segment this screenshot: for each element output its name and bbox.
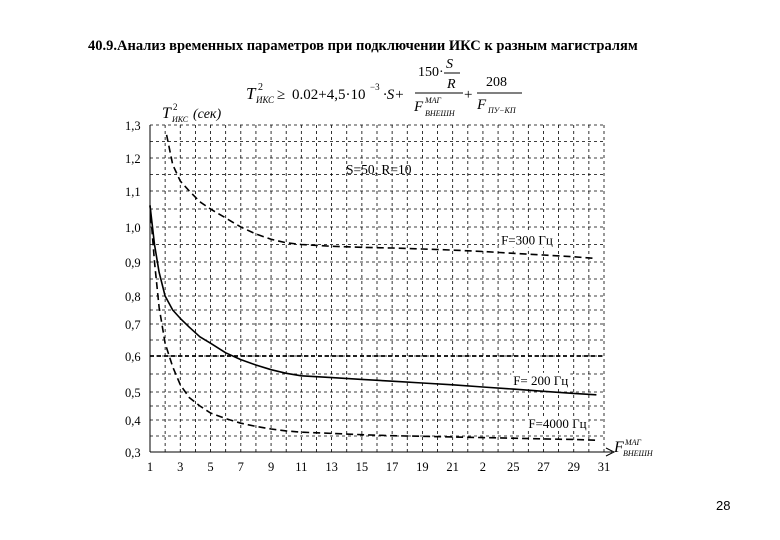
formula-frac2-den-main: F (476, 97, 487, 113)
x-tick-label: 31 (598, 460, 611, 474)
y-tick-label: 0,5 (125, 386, 141, 400)
y-tick-label: 0,7 (125, 318, 141, 332)
formula-frac1-den-sup: МАГ (424, 96, 442, 105)
axes (149, 125, 616, 457)
x-tick-label: 1 (147, 460, 153, 474)
formula-lhs-main: T (246, 84, 257, 103)
x-tick-label: 13 (325, 460, 338, 474)
x-tick-label: 7 (238, 460, 244, 474)
series-label-1: F= 200 Гц (513, 373, 568, 388)
y-tick-label: 1,0 (125, 221, 141, 235)
series-line-2 (149, 205, 597, 441)
y-tick-label: 0,6 (125, 350, 141, 364)
param-note: S=50, R=10 (346, 162, 412, 177)
series-label-2: F=4000 Гц (528, 416, 586, 431)
x-axis-label-sub: ВНЕШН (623, 449, 654, 458)
series-line-1 (149, 205, 597, 396)
y-axis-label-unit: (сек) (193, 107, 221, 122)
series-line-0 (165, 134, 597, 260)
y-tick-label: 1,2 (125, 152, 141, 166)
series-lines (149, 134, 597, 441)
x-tick-label: 17 (386, 460, 399, 474)
grid (149, 124, 605, 453)
formula-term1-exp: −3 (370, 82, 380, 92)
formula-term1-tail: ·S+ (383, 87, 404, 103)
formula-term1: 0.02+4,5·10 (292, 87, 365, 103)
x-tick-label: 25 (507, 460, 520, 474)
x-axis-label-sup: МАГ (624, 438, 642, 447)
y-axis-label-main: T (162, 105, 172, 122)
x-axis-label: F МАГ ВНЕШН (613, 438, 654, 458)
series-label-bg (499, 232, 555, 248)
formula-frac1-num-coef: 150· (418, 65, 444, 80)
x-tick-label: 19 (416, 460, 429, 474)
formula-lhs-sup: 2 (258, 82, 263, 93)
slide-heading: 40.9.Анализ временных параметров при под… (88, 38, 638, 54)
y-axis-label-sub: ИКС (171, 115, 189, 124)
series-label-bg (511, 372, 571, 388)
y-tick-label: 0,9 (125, 256, 141, 270)
formula-frac1-den-sub: ВНЕШН (425, 109, 456, 118)
formula-frac1-den-main: F (413, 99, 424, 115)
x-tick-label: 3 (177, 460, 183, 474)
y-tick-label: 1,3 (125, 119, 141, 133)
y-tick-label: 1,1 (125, 185, 141, 199)
x-tick-label: 29 (567, 460, 580, 474)
formula-frac1-num-s: S (446, 57, 453, 72)
formula-geq: ≥ (277, 87, 285, 103)
formula-lhs-sub: ИКС (255, 95, 275, 105)
x-tick-labels: 1 3 5 7 9 11 13 15 17 19 21 2 25 27 29 31 (147, 460, 610, 474)
x-tick-label: 11 (295, 460, 307, 474)
formula-frac2-den-sub: ПУ−КП (487, 106, 517, 115)
x-tick-label: 5 (207, 460, 213, 474)
formula-frac1-num-r: R (446, 77, 456, 92)
y-axis-label-sup: 2 (173, 102, 178, 112)
page-number: 28 (716, 498, 731, 513)
series-labels: F=300 Гц F= 200 Гц F=4000 Гц (499, 232, 589, 431)
series-label-0: F=300 Гц (501, 233, 553, 248)
series-label-bg (526, 416, 589, 431)
formula: T 2 ИКС ≥ 0.02+4,5·10 −3 ·S+ 150· S R F … (246, 57, 522, 118)
y-tick-label: 0,3 (125, 446, 141, 460)
x-axis-arrow (605, 447, 616, 457)
x-axis-label-main: F (613, 439, 624, 456)
formula-plus: + (464, 87, 472, 103)
x-tick-label: 21 (446, 460, 459, 474)
y-axis-label: T 2 ИКС (сек) (162, 102, 221, 124)
y-tick-label: 0,4 (125, 414, 141, 428)
x-tick-label: 15 (356, 460, 369, 474)
x-tick-label: 2 (480, 460, 486, 474)
y-tick-label: 0,8 (125, 290, 141, 304)
formula-frac2-num: 208 (486, 75, 507, 90)
y-tick-labels: 1,3 1,2 1,1 1,0 0,9 0,8 0,7 0,6 0,5 0,4 0,3 (125, 119, 141, 460)
x-tick-label: 27 (537, 460, 550, 474)
x-tick-label: 9 (268, 460, 274, 474)
